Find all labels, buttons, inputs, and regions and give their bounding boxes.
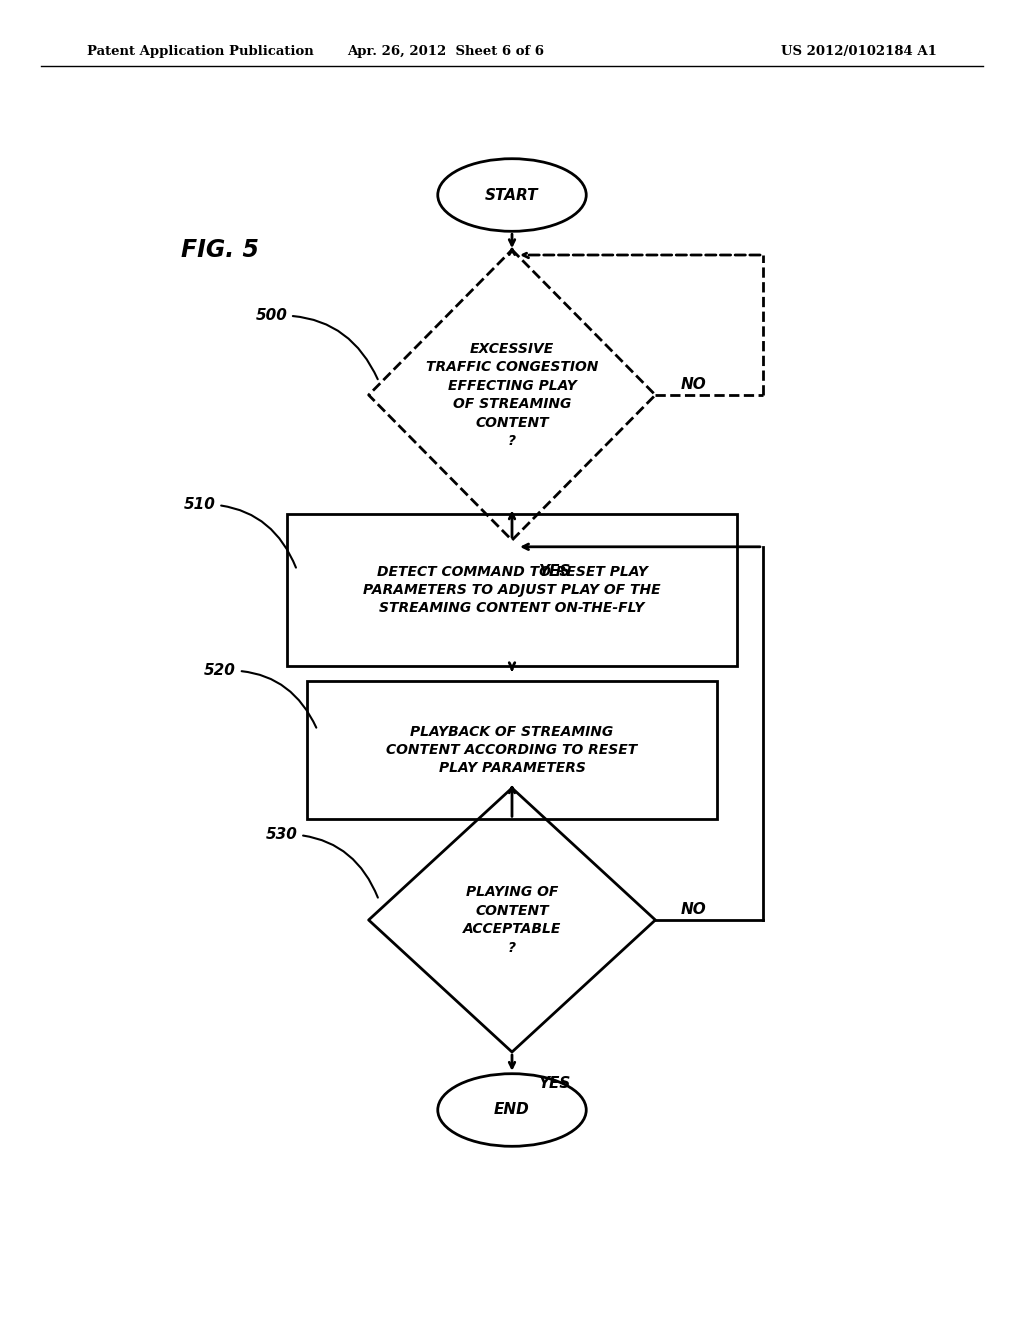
Text: NO: NO <box>681 378 707 392</box>
Bar <box>287 513 737 665</box>
Text: EXCESSIVE
TRAFFIC CONGESTION
EFFECTING PLAY
OF STREAMING
CONTENT
?: EXCESSIVE TRAFFIC CONGESTION EFFECTING P… <box>426 342 598 447</box>
Text: 520: 520 <box>204 663 316 727</box>
Text: YES: YES <box>538 1076 570 1090</box>
Text: 530: 530 <box>265 826 378 898</box>
Text: FIG. 5: FIG. 5 <box>181 238 259 261</box>
Text: 500: 500 <box>255 309 378 379</box>
Text: START: START <box>485 187 539 202</box>
Text: Apr. 26, 2012  Sheet 6 of 6: Apr. 26, 2012 Sheet 6 of 6 <box>347 45 544 58</box>
Text: YES: YES <box>538 564 570 579</box>
Text: DETECT COMMAND TO RESET PLAY
PARAMETERS TO ADJUST PLAY OF THE
STREAMING CONTENT : DETECT COMMAND TO RESET PLAY PARAMETERS … <box>364 565 660 615</box>
Text: END: END <box>495 1102 529 1118</box>
Text: PLAYING OF
CONTENT
ACCEPTABLE
?: PLAYING OF CONTENT ACCEPTABLE ? <box>463 886 561 954</box>
Text: NO: NO <box>681 902 707 917</box>
Text: PLAYBACK OF STREAMING
CONTENT ACCORDING TO RESET
PLAY PARAMETERS: PLAYBACK OF STREAMING CONTENT ACCORDING … <box>386 725 638 775</box>
Text: US 2012/0102184 A1: US 2012/0102184 A1 <box>781 45 937 58</box>
Text: 510: 510 <box>183 496 296 568</box>
Bar <box>307 681 717 820</box>
Text: Patent Application Publication: Patent Application Publication <box>87 45 313 58</box>
